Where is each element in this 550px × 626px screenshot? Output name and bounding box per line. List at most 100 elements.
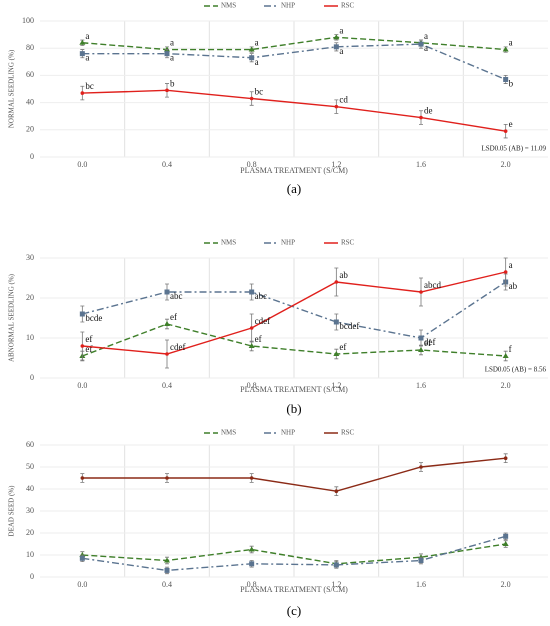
- series-line: [82, 323, 506, 357]
- y-tick-label: 50: [26, 462, 34, 471]
- x-tick-label: 0.4: [162, 580, 172, 589]
- caption: (c): [287, 603, 301, 618]
- significance-letter: ab: [509, 281, 518, 291]
- y-tick-label: 80: [26, 43, 34, 52]
- marker: [419, 465, 423, 469]
- legend-label: NMS: [221, 429, 236, 437]
- x-tick-label: 2.0: [501, 381, 511, 390]
- marker: [419, 115, 423, 120]
- y-tick-label: 0: [30, 373, 34, 382]
- x-axis-label: PLASMA TREATMENT (S/CM): [240, 585, 348, 594]
- y-tick-label: 100: [22, 16, 34, 25]
- marker: [164, 289, 170, 295]
- marker: [164, 321, 170, 326]
- marker: [503, 533, 509, 539]
- marker: [419, 290, 423, 294]
- x-tick-label: 2.0: [501, 580, 511, 589]
- marker: [333, 34, 340, 40]
- significance-letter: a: [170, 38, 174, 48]
- marker: [418, 41, 424, 47]
- marker: [80, 91, 85, 95]
- x-tick-label: 0.8: [247, 160, 257, 169]
- caption: (b): [286, 401, 301, 416]
- marker: [164, 46, 170, 52]
- legend-label: RSC: [341, 429, 355, 437]
- y-tick-label: 0: [30, 572, 34, 581]
- lsd-annotation: LSD0.05 (AB) = 8.56: [485, 366, 547, 374]
- marker: [249, 55, 255, 61]
- legend-label: NHP: [281, 239, 295, 247]
- x-tick-label: 0.0: [77, 160, 87, 169]
- series-line: [82, 281, 507, 339]
- marker: [418, 347, 424, 352]
- significance-letter: ab: [339, 270, 348, 280]
- x-tick-label: 1.2: [331, 381, 341, 390]
- significance-letter: bcdef: [339, 321, 359, 331]
- legend-label: NHP: [281, 2, 295, 10]
- marker: [503, 76, 509, 82]
- significance-letter: cdef: [255, 316, 271, 326]
- significance-letter: ef: [255, 334, 262, 344]
- significance-letter: a: [85, 53, 89, 63]
- marker: [249, 561, 255, 567]
- y-axis-label: DEAD SEED (%): [8, 485, 16, 537]
- significance-letter: ef: [339, 342, 346, 352]
- marker: [334, 489, 339, 494]
- y-tick-label: 30: [26, 253, 34, 262]
- y-tick-label: 10: [26, 333, 34, 342]
- x-tick-label: 2.0: [501, 160, 511, 169]
- y-tick-label: 20: [26, 293, 34, 302]
- x-tick-label: 0.8: [247, 381, 257, 390]
- marker: [165, 352, 169, 356]
- y-tick-label: 40: [26, 484, 34, 493]
- series-line: [82, 457, 506, 492]
- marker: [502, 541, 509, 546]
- marker: [80, 476, 85, 480]
- marker: [334, 104, 339, 109]
- marker: [80, 344, 85, 348]
- x-tick-label: 1.6: [416, 381, 426, 390]
- significance-letter: ef: [85, 334, 92, 344]
- x-tick-label: 0.8: [247, 580, 257, 589]
- significance-letter: a: [339, 25, 343, 35]
- marker: [164, 51, 170, 57]
- significance-letter: e: [509, 119, 513, 129]
- marker: [502, 353, 509, 358]
- marker: [249, 326, 254, 330]
- marker: [248, 46, 255, 52]
- series-line: [82, 543, 506, 565]
- marker: [79, 555, 85, 561]
- significance-letter: ef: [170, 312, 177, 322]
- significance-letter: a: [170, 53, 174, 63]
- marker: [333, 351, 340, 356]
- significance-letter: abcd: [424, 280, 441, 290]
- significance-letter: a: [255, 57, 259, 67]
- caption: (a): [287, 181, 301, 196]
- series-line: [82, 36, 506, 51]
- significance-letter: a: [509, 38, 513, 48]
- lsd-annotation: LSD0.05 (AB) = 11.09: [481, 145, 546, 153]
- x-tick-label: 0.0: [77, 580, 87, 589]
- marker: [165, 88, 169, 93]
- significance-letter: f: [509, 344, 512, 354]
- y-axis-label: NORMAL SEEDLING (%): [8, 49, 16, 128]
- y-tick-label: 60: [26, 70, 34, 79]
- marker: [164, 557, 170, 563]
- legend-label: RSC: [341, 2, 355, 10]
- legend-label: NHP: [281, 429, 295, 437]
- marker: [165, 476, 169, 480]
- marker: [503, 456, 508, 461]
- series-line: [82, 43, 506, 81]
- x-tick-label: 0.4: [162, 160, 172, 169]
- significance-letter: ef: [85, 344, 92, 354]
- marker: [79, 51, 85, 57]
- significance-letter: cdef: [170, 342, 186, 352]
- marker: [249, 476, 254, 480]
- marker: [503, 270, 508, 274]
- marker: [333, 44, 339, 50]
- series-line: [82, 535, 506, 572]
- marker: [333, 562, 339, 568]
- marker: [79, 311, 85, 317]
- significance-letter: a: [85, 31, 89, 41]
